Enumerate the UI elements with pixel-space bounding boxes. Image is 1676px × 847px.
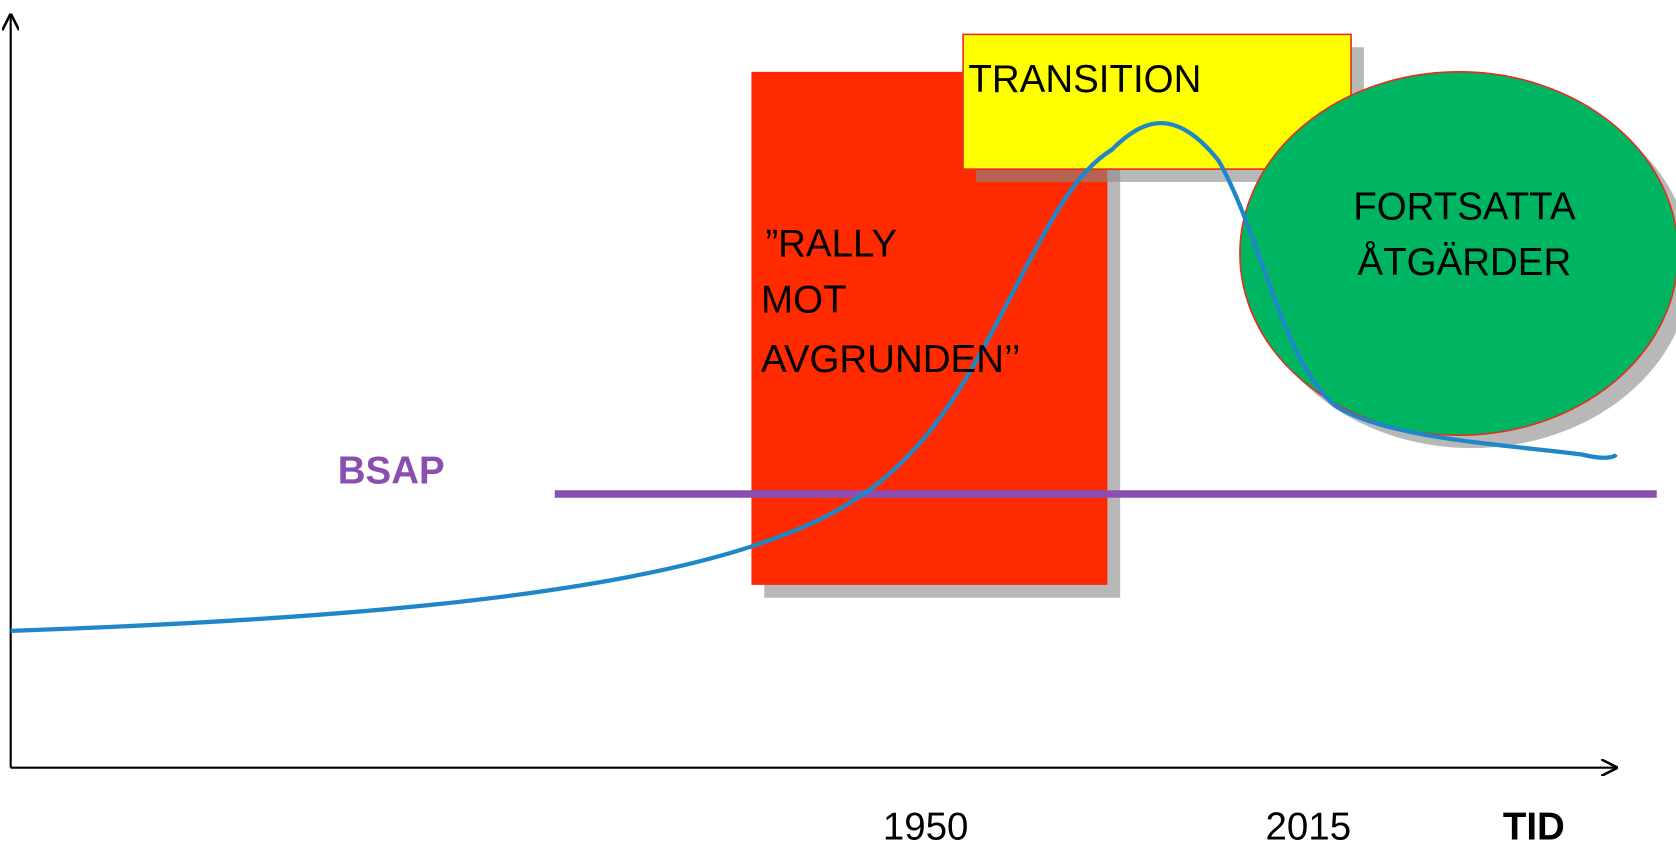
x-mark-label: 2015 [1266, 805, 1352, 847]
bsap-label: BSAP [338, 449, 445, 492]
phase-text: AVGRUNDEN’’ [761, 338, 1020, 381]
trend-curve [10, 121, 1618, 633]
x-axis-label: TID [1503, 805, 1565, 847]
x-mark-label: 1950 [883, 805, 969, 847]
phase-text: TRANSITION [968, 58, 1201, 101]
phase-text: ”RALLY [765, 223, 897, 266]
phase-text: MOT [761, 278, 846, 321]
phase-text: ÅTGÄRDER [1357, 240, 1571, 284]
continued-actions-ellipse [1239, 71, 1676, 437]
phase-text: FORTSATTA [1353, 185, 1576, 228]
